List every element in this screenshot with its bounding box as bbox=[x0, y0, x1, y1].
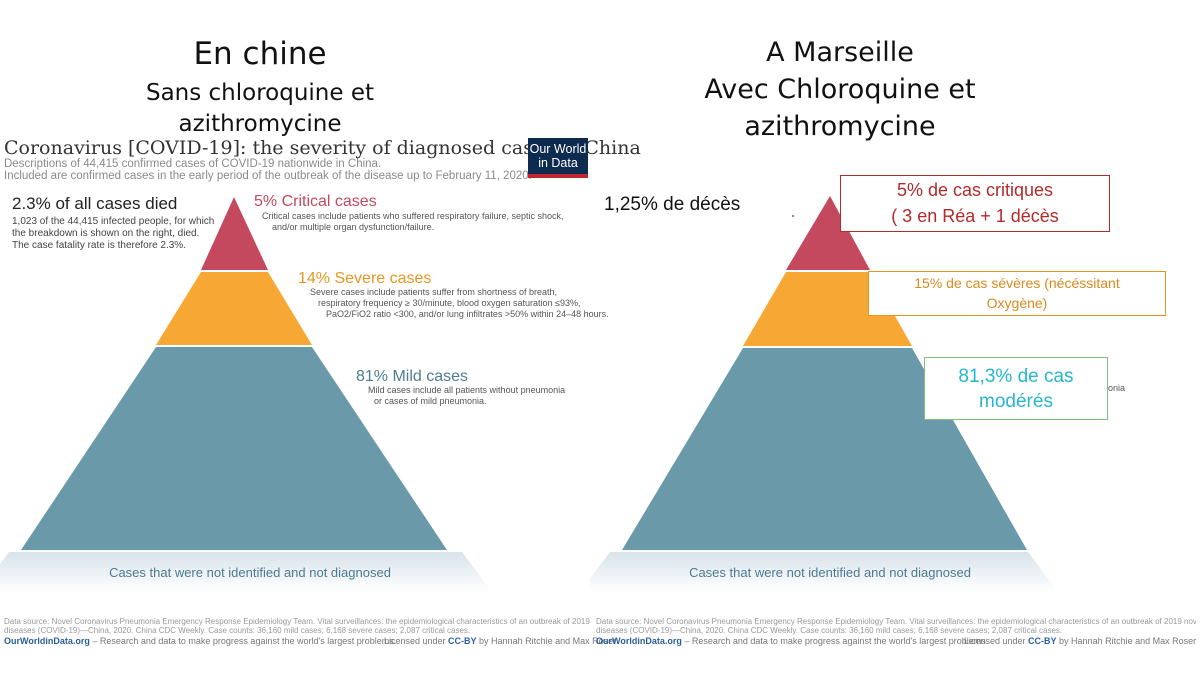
owid-logo-line2: in Data bbox=[538, 156, 578, 170]
critical-cases-desc-2: and/or multiple organ dysfunction/failur… bbox=[272, 222, 435, 232]
owid-chart-title: Coronavirus [COVID-19]: the severity of … bbox=[4, 137, 641, 159]
mild-box-line2: modérés bbox=[979, 391, 1053, 412]
left-source-line-1: Data source: Novel Coronavirus Pneumonia… bbox=[4, 617, 590, 626]
left-license-prefix: Licensed under bbox=[384, 636, 449, 646]
right-license: Licensed under CC-BY by Hannah Ritchie a… bbox=[964, 636, 1196, 646]
severe-cases-desc-1: Severe cases include patients suffer fro… bbox=[310, 287, 557, 297]
severe-cases-desc-2: respiratory frequency ≥ 30/minute, blood… bbox=[318, 298, 581, 308]
left-tagline: – Research and data to make progress aga… bbox=[89, 636, 397, 646]
right-base-unidentified-band bbox=[590, 552, 1058, 592]
left-critical-layer bbox=[201, 197, 268, 270]
left-source-footer: OurWorldinData.org – Research and data t… bbox=[4, 636, 396, 646]
died-desc-2: the breakdown is shown on the right, die… bbox=[12, 228, 200, 239]
right-not-identified-label: Cases that were not identified and not d… bbox=[689, 565, 971, 580]
right-cc-by-link[interactable]: CC-BY bbox=[1028, 636, 1057, 646]
left-severe-layer bbox=[156, 272, 312, 345]
right-owid-link[interactable]: OurWorldinData.org bbox=[596, 636, 682, 646]
right-source-line-1: Data source: Novel Coronavirus Pneumonia… bbox=[596, 617, 1196, 626]
tiny-dot bbox=[792, 215, 794, 217]
marseille-deaths-label: 1,25% de décès bbox=[604, 194, 741, 215]
right-license-suffix: by Hannah Ritchie and Max Roser bbox=[1056, 636, 1197, 646]
critical-cases-box: 5% de cas critiques ( 3 en Réa + 1 décès bbox=[840, 175, 1110, 232]
left-not-identified-label: Cases that were not identified and not d… bbox=[109, 565, 391, 580]
right-heading-line2: Avec Chloroquine et bbox=[704, 74, 976, 105]
mild-cases-desc-1: Mild cases include all patients without … bbox=[368, 385, 566, 395]
severe-cases-box: 15% de cas sévères (nécéssitant Oxygène) bbox=[868, 271, 1166, 316]
critical-cases-label: 5% Critical cases bbox=[254, 193, 377, 210]
right-peek-text: onia bbox=[1108, 383, 1126, 393]
right-heading-line1: A Marseille bbox=[766, 37, 914, 68]
left-base-unidentified-band bbox=[0, 552, 492, 592]
owid-chart-subtitle-2: Included are confirmed cases in the earl… bbox=[4, 170, 532, 182]
critical-cases-desc-1: Critical cases include patients who suff… bbox=[262, 211, 564, 221]
mild-cases-label: 81% Mild cases bbox=[356, 368, 469, 385]
right-license-prefix: Licensed under bbox=[964, 636, 1029, 646]
right-source-line-2: diseases (COVID-19)—China, 2020. China C… bbox=[596, 626, 1063, 635]
critical-box-line1: 5% de cas critiques bbox=[896, 180, 1054, 200]
owid-logo[interactable]: Our World in Data bbox=[528, 138, 588, 178]
severe-box-line2: Oxygène) bbox=[986, 295, 1048, 311]
severe-box-line1: 15% de cas sévères (nécéssitant bbox=[914, 275, 1120, 291]
right-heading-line3: azithromycine bbox=[744, 111, 936, 142]
severe-cases-label: 14% Severe cases bbox=[298, 270, 432, 287]
left-cc-by-link[interactable]: CC-BY bbox=[448, 636, 477, 646]
right-tagline: – Research and data to make progress aga… bbox=[681, 636, 989, 646]
left-subheading-line1: Sans chloroquine et bbox=[145, 80, 375, 106]
left-source-line-2: diseases (COVID-19)—China, 2020. China C… bbox=[4, 626, 471, 635]
mild-cases-box: 81,3% de cas modérés bbox=[924, 357, 1108, 420]
left-owid-link[interactable]: OurWorldinData.org bbox=[4, 636, 90, 646]
right-critical-layer bbox=[786, 196, 870, 270]
left-subheading-line2: azithromycine bbox=[178, 111, 342, 137]
owid-chart-subtitle-1: Descriptions of 44,415 confirmed cases o… bbox=[4, 158, 382, 170]
critical-box-line2: ( 3 en Réa + 1 décès bbox=[891, 206, 1059, 226]
left-pyramid bbox=[0, 197, 492, 592]
mild-cases-desc-2: or cases of mild pneumonia. bbox=[374, 396, 487, 406]
died-title: 2.3% of all cases died bbox=[12, 194, 178, 213]
died-desc-3: The case fatality rate is therefore 2.3%… bbox=[12, 240, 186, 251]
left-license: Licensed under CC-BY by Hannah Ritchie a… bbox=[384, 636, 616, 646]
owid-logo-line1: Our World bbox=[529, 142, 587, 156]
left-license-suffix: by Hannah Ritchie and Max Roser bbox=[476, 636, 617, 646]
severe-cases-desc-3: PaO2/FiO2 ratio <300, and/or lung infilt… bbox=[326, 309, 609, 319]
died-desc-1: 1,023 of the 44,415 infected people, for… bbox=[12, 216, 215, 227]
mild-box-line1: 81,3% de cas bbox=[958, 366, 1074, 387]
left-heading: En chine bbox=[193, 36, 327, 72]
right-source-footer: OurWorldinData.org – Research and data t… bbox=[596, 636, 988, 646]
left-mild-layer bbox=[21, 347, 447, 550]
